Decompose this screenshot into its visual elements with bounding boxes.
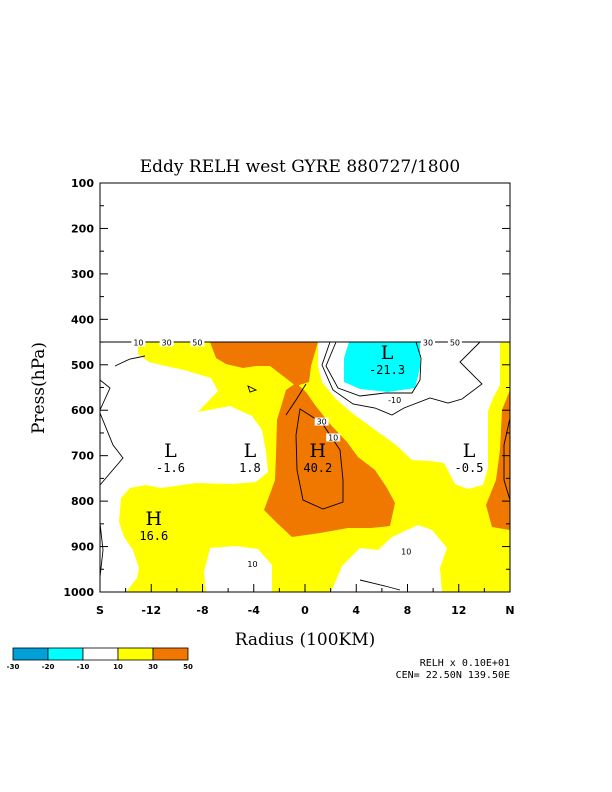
y-axis: 100 200 300 400 500 600 700 800 900 1000	[63, 177, 510, 599]
fill-orange-upper	[210, 342, 318, 386]
fill-cyan	[344, 342, 420, 392]
contour-label: 30	[423, 339, 433, 348]
contour-label: 10	[401, 548, 411, 557]
chart-title: Eddy RELH west GYRE 880727/1800	[140, 157, 461, 177]
contour-fills	[119, 342, 510, 592]
y-tick-label: 200	[71, 222, 94, 235]
x-tick-label: 0	[301, 604, 309, 617]
legend-swatch	[152, 647, 189, 661]
color-legend: -30 -20 -10 10 30 50	[7, 647, 193, 671]
x-axis: S -12 -8 -4 0 4 8 12 N	[96, 584, 515, 617]
y-tick-label: 300	[71, 268, 94, 281]
contour-label-bg	[314, 417, 329, 426]
y-tick-label: 400	[71, 313, 94, 326]
y-tick-label: 800	[71, 495, 94, 508]
contour-label-bg	[447, 338, 462, 347]
legend-swatch	[12, 647, 49, 661]
contour-label: 50	[450, 339, 460, 348]
contour-label-bg	[421, 338, 435, 347]
legend-swatch	[82, 647, 119, 661]
y-axis-label: Press(hPa)	[29, 342, 49, 434]
x-tick-label: 8	[404, 604, 412, 617]
footer-scale: RELH x 0.10E+01	[420, 658, 510, 669]
contour-label: 50	[192, 339, 202, 348]
x-tick-label: 12	[451, 604, 466, 617]
x-tick-label: S	[96, 604, 104, 617]
footer-center: CEN= 22.50N 139.50E	[396, 670, 510, 681]
y-tick-label: 600	[71, 404, 94, 417]
fill-orange-east	[486, 390, 510, 530]
x-tick-label: 4	[352, 604, 360, 617]
extremum-value: 40.2	[303, 461, 332, 475]
legend-tick-label: -10	[77, 663, 90, 671]
contour-label-bg	[131, 338, 146, 347]
high-marker: H	[310, 440, 327, 462]
low-marker: L	[463, 440, 476, 462]
contour-label: 10	[247, 560, 257, 569]
fill-orange-center	[264, 383, 395, 537]
x-tick-label: -8	[196, 604, 208, 617]
extremum-value: 1.8	[239, 461, 261, 475]
y-tick-label: 900	[71, 541, 94, 554]
x-tick-label: -12	[141, 604, 161, 617]
contour-label-bg	[190, 338, 205, 347]
y-tick-label: 700	[71, 450, 94, 463]
legend-tick-label: 50	[183, 663, 193, 671]
extremum-value: -21.3	[369, 363, 405, 377]
high-marker: H	[146, 508, 163, 530]
legend-tick-label: 30	[148, 663, 158, 671]
legend-tick-label: 10	[113, 663, 123, 671]
contour-label: 10	[328, 433, 338, 442]
contour-label-bg	[245, 559, 260, 568]
y-tick-label: 1000	[63, 586, 94, 599]
contour-label: 30	[162, 339, 172, 348]
extremum-value: -1.6	[156, 461, 185, 475]
contour-label: 10	[133, 339, 143, 348]
legend-tick-label: -20	[42, 663, 55, 671]
y-tick-label: 500	[71, 359, 94, 372]
x-tick-label: -4	[248, 604, 261, 617]
y-tick-label: 100	[71, 177, 94, 190]
x-axis-label: Radius (100KM)	[235, 630, 376, 650]
contour-label-bg	[385, 396, 405, 405]
contour-label: 30	[317, 418, 327, 427]
x-tick-label: N	[505, 604, 514, 617]
extremum-value: 16.6	[139, 529, 168, 543]
legend-tick-label: -30	[7, 663, 20, 671]
low-marker: L	[381, 342, 394, 364]
legend-swatch	[47, 647, 84, 661]
contour-label-bg	[326, 433, 341, 442]
contour-label-bg	[159, 338, 174, 347]
low-marker: L	[244, 440, 257, 462]
extremum-value: -0.5	[455, 461, 484, 475]
legend-swatch	[117, 647, 154, 661]
contour-label: -10	[388, 396, 401, 405]
contour-label-bg	[399, 547, 414, 556]
low-marker: L	[164, 440, 177, 462]
